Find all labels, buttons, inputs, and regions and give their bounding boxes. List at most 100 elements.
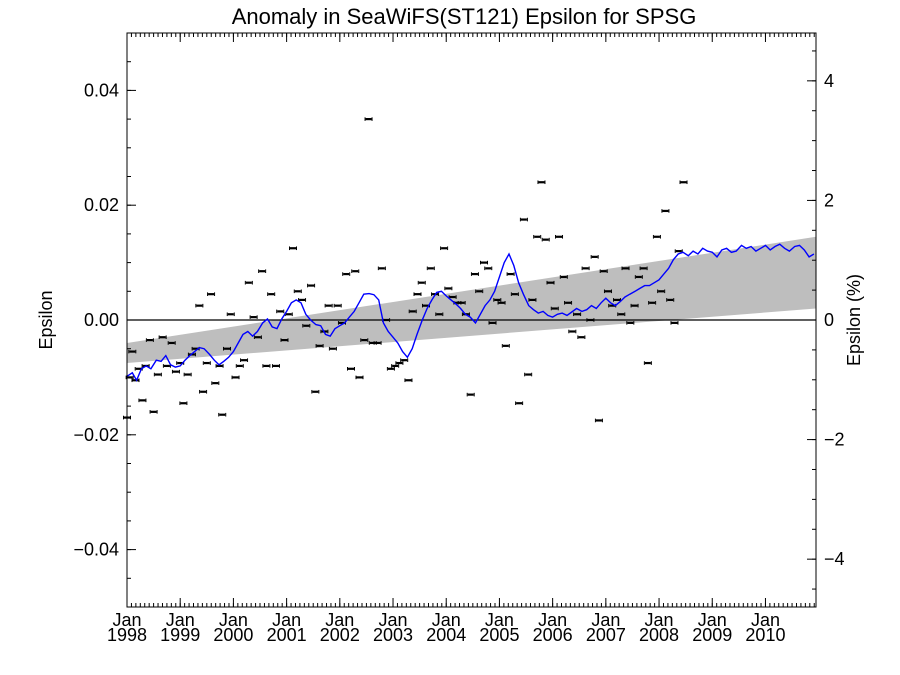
data-point <box>158 335 167 340</box>
data-point <box>342 272 351 276</box>
data-point <box>484 266 493 271</box>
data-point <box>524 372 533 377</box>
data-point <box>235 364 244 368</box>
data-point <box>202 361 211 365</box>
data-point <box>537 180 546 185</box>
data-point <box>302 323 311 328</box>
data-point <box>328 346 337 351</box>
data-point <box>276 309 285 314</box>
x-tick-label-year: 2005 <box>479 625 519 645</box>
data-point <box>590 255 599 259</box>
data-point <box>373 341 382 345</box>
data-point <box>131 378 140 383</box>
data-point <box>506 272 515 276</box>
x-tick-label-month: Jan <box>538 610 567 630</box>
running-mean-line <box>126 243 815 382</box>
data-point <box>621 266 630 271</box>
data-point <box>564 300 573 305</box>
data-point <box>661 209 670 213</box>
x-tick-label-month: Jan <box>219 610 248 630</box>
data-point <box>267 292 276 296</box>
data-point <box>307 283 316 288</box>
x-tick-label-month: Jan <box>645 610 674 630</box>
x-tick-label-year: 2001 <box>267 625 307 645</box>
x-tick-label-month: Jan <box>698 610 727 630</box>
data-point <box>510 292 519 296</box>
trend-band <box>127 236 816 364</box>
data-point <box>417 280 426 285</box>
data-point <box>408 309 417 314</box>
data-point <box>568 329 577 334</box>
data-point <box>493 298 502 302</box>
data-point <box>670 321 679 325</box>
x-tick-label-month: Jan <box>166 610 195 630</box>
data-point <box>470 272 479 276</box>
x-tick-label-year: 2010 <box>745 625 785 645</box>
data-point <box>128 349 137 354</box>
data-point <box>223 346 232 351</box>
x-tick-label-year: 2008 <box>639 625 679 645</box>
data-point <box>226 312 235 317</box>
data-point <box>360 338 369 342</box>
y-tick-label-right: 0 <box>824 310 834 330</box>
data-point <box>501 344 510 348</box>
y-tick-label-left: −0.02 <box>73 425 119 445</box>
trend-band-layer <box>127 236 816 364</box>
axes-layer: 0.040.020.00−0.02−0.04420−2−4Jan1998Jan1… <box>73 32 845 645</box>
data-point <box>253 335 262 340</box>
data-point <box>466 392 475 397</box>
data-point <box>546 280 555 285</box>
data-point <box>550 306 559 311</box>
x-tick-label-month: Jan <box>432 610 461 630</box>
data-point <box>145 338 154 342</box>
data-point <box>426 266 435 271</box>
x-tick-label-year: 2006 <box>533 625 573 645</box>
y-axis-label-right: Epsilon (%) <box>844 274 864 366</box>
data-point <box>386 366 395 371</box>
x-tick-label-month: Jan <box>379 610 408 630</box>
data-point <box>480 260 489 265</box>
data-point <box>519 217 528 222</box>
x-tick-label-month: Jan <box>272 610 301 630</box>
data-point <box>643 361 652 365</box>
data-point <box>324 303 333 308</box>
data-point <box>581 266 590 271</box>
data-point <box>355 375 364 380</box>
y-tick-label-left: 0.04 <box>84 80 119 100</box>
data-point <box>657 289 666 294</box>
chart-title: Anomaly in SeaWiFS(ST121) Epsilon for SP… <box>232 4 697 29</box>
x-tick-label-year: 2002 <box>320 625 360 645</box>
data-point <box>630 303 639 308</box>
data-point <box>240 358 249 362</box>
data-point <box>666 298 675 302</box>
data-point <box>249 315 258 319</box>
data-point <box>167 341 176 345</box>
data-point <box>457 300 466 305</box>
data-point <box>648 300 657 305</box>
data-point <box>271 364 280 368</box>
data-point <box>603 289 612 294</box>
y-tick-label-left: −0.04 <box>73 540 119 560</box>
data-point <box>400 358 409 362</box>
data-point <box>559 275 568 279</box>
data-point <box>179 401 188 406</box>
x-tick-label-year: 1998 <box>107 625 147 645</box>
data-point <box>528 298 537 302</box>
data-point <box>533 234 542 239</box>
data-point <box>586 318 595 322</box>
x-tick-label-month: Jan <box>325 610 354 630</box>
data-point <box>280 338 289 342</box>
data-point <box>244 280 253 285</box>
x-tick-label-year: 2007 <box>586 625 626 645</box>
data-point <box>215 364 224 368</box>
data-point <box>149 410 158 414</box>
y-tick-label-left: 0.00 <box>84 310 119 330</box>
data-point <box>288 246 297 251</box>
data-point <box>541 237 550 242</box>
data-point <box>293 289 302 294</box>
data-point <box>199 389 208 394</box>
x-tick-label-month: Jan <box>591 610 620 630</box>
data-point <box>497 300 506 305</box>
running-mean-line-layer <box>126 243 815 382</box>
